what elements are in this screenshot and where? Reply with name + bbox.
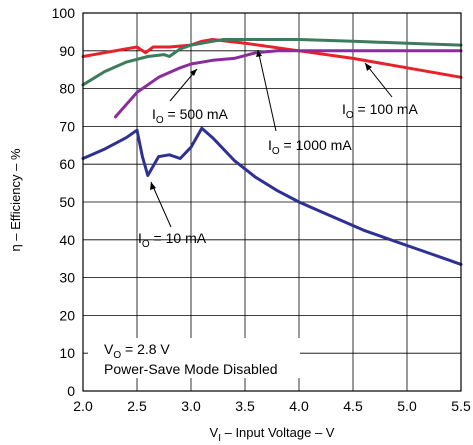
y-tick-label: 40	[59, 232, 75, 248]
x-axis-label-main: V	[210, 425, 219, 440]
x-tick-labels: 2.0 2.5 3.0 3.5 4.0 4.5 5.0 5.5	[73, 398, 471, 414]
y-tick-label: 90	[59, 43, 75, 59]
x-tick-label: 3.5	[235, 398, 255, 414]
y-tick-label: 10	[59, 345, 75, 361]
conditions-annotation: VO = 2.8 V Power-Save Mode Disabled	[88, 338, 300, 378]
label-500ma: IO = 500 mA	[152, 68, 229, 126]
x-tick-label: 2.0	[73, 398, 93, 414]
arrowhead-100ma	[365, 63, 372, 71]
leader-10ma	[150, 181, 172, 228]
y-tick-label: 20	[59, 307, 75, 323]
vo-label-sub: O	[113, 350, 121, 361]
leader-1000ma	[257, 49, 277, 132]
label-100ma: IO = 100 mA	[342, 62, 419, 121]
x-tick-label: 3.0	[181, 398, 201, 414]
y-tick-label: 50	[59, 194, 75, 210]
series-line-io-500-ma	[81, 38, 463, 87]
svg-text:VO = 2.8 V: VO = 2.8 V	[104, 341, 170, 361]
series-line-io-10-ma	[81, 126, 463, 266]
x-tick-label: 5.0	[397, 398, 417, 414]
y-tick-label: 60	[59, 156, 75, 172]
label-100ma-sub: O	[346, 110, 354, 121]
x-tick-label: 2.5	[127, 398, 147, 414]
arrowhead-10ma	[150, 182, 156, 190]
svg-text:IO = 1000 mA: IO = 1000 mA	[268, 137, 352, 157]
y-tick-label: 30	[59, 270, 75, 286]
label-100ma-main: I	[342, 101, 346, 117]
x-axis-label: VI – Input Voltage – V	[210, 425, 335, 444]
label-500ma-rest: = 500 mA	[164, 106, 229, 122]
label-10ma-rest: = 10 mA	[150, 230, 207, 246]
x-tick-label: 4.0	[289, 398, 309, 414]
series-lines	[81, 38, 463, 266]
arrowhead-1000ma	[256, 50, 262, 57]
vo-label-rest: = 2.8 V	[121, 341, 170, 357]
y-axis-label: η – Efficiency – %	[8, 148, 23, 252]
plot-frame	[82, 12, 462, 392]
y-tick-labels: 0 10 20 30 40 50 60 70 80 90 100	[52, 5, 76, 399]
x-axis-label-rest: – Input Voltage – V	[221, 425, 335, 440]
x-axis-label-sub: I	[218, 433, 221, 444]
label-10ma-main: I	[138, 230, 142, 246]
svg-text:IO = 100 mA: IO = 100 mA	[342, 101, 419, 121]
vo-label-main: V	[104, 341, 114, 357]
label-100ma-rest: = 100 mA	[354, 101, 419, 117]
y-tick-label: 80	[59, 81, 75, 97]
svg-text:IO = 10 mA: IO = 10 mA	[138, 230, 207, 250]
svg-text:IO = 500 mA: IO = 500 mA	[152, 106, 229, 126]
label-1000ma: IO = 1000 mA	[256, 49, 352, 157]
label-1000ma-main: I	[268, 137, 272, 153]
label-500ma-main: I	[152, 106, 156, 122]
label-500ma-sub: O	[156, 115, 164, 126]
y-tick-label: 70	[59, 118, 75, 134]
label-10ma: IO = 10 mA	[138, 181, 207, 250]
label-1000ma-sub: O	[272, 146, 280, 157]
x-tick-label: 4.5	[343, 398, 363, 414]
x-tick-label: 5.5	[451, 398, 471, 414]
label-1000ma-rest: = 1000 mA	[280, 137, 353, 153]
y-tick-label: 100	[52, 5, 76, 21]
label-10ma-sub: O	[142, 239, 150, 250]
series-line-io-1000-ma	[113, 49, 463, 119]
power-save-label: Power-Save Mode Disabled	[104, 361, 278, 377]
y-tick-label: 0	[67, 383, 75, 399]
arrowhead-500ma	[190, 69, 197, 76]
